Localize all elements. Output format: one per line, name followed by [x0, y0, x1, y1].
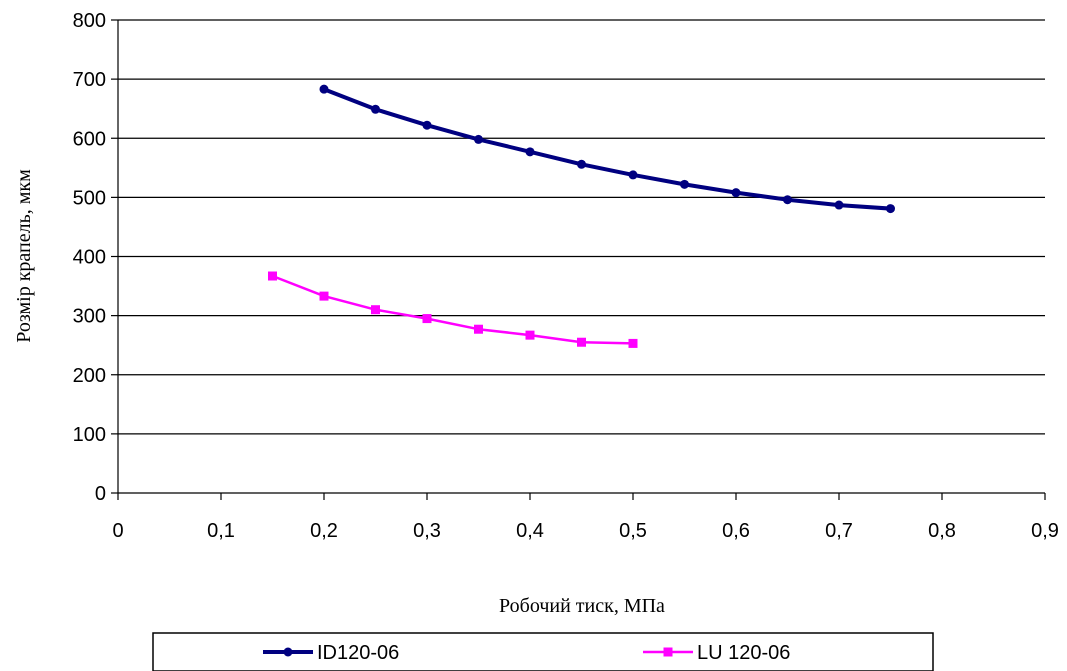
legend: ID120-06 LU 120-06	[152, 632, 934, 671]
x-tick-label-5: 0,5	[619, 520, 647, 542]
series-0-point-10	[834, 200, 844, 210]
y-axis-title: Розмір крапель, мкм	[13, 169, 35, 343]
series-0-point-3	[474, 134, 483, 144]
series-1-point-4	[474, 324, 483, 334]
series-group	[268, 84, 895, 348]
y-tick-label-3: 300	[73, 306, 106, 328]
x-tick-label-9: 0,9	[1031, 520, 1059, 542]
series-0-point-1	[371, 104, 380, 114]
y-tick-label-6: 600	[73, 128, 106, 150]
series-0-point-4	[525, 147, 535, 157]
y-tick-label-7: 700	[73, 69, 106, 91]
series-1-point-2	[371, 305, 380, 315]
x-tick-label-2: 0,2	[310, 520, 338, 542]
y-tick-label-4: 400	[73, 247, 106, 269]
series-1-point-5	[525, 330, 535, 340]
legend-marker-0	[283, 647, 293, 657]
series-0-point-8	[731, 188, 741, 198]
y-tick-label-1: 100	[73, 424, 106, 446]
y-tick-label-2: 200	[73, 365, 106, 387]
x-tick-label-4: 0,4	[516, 520, 544, 542]
series-0-point-6	[628, 170, 638, 180]
gridlines	[118, 19, 1045, 435]
series-1-point-6	[577, 337, 586, 347]
series-0-point-7	[680, 179, 689, 189]
series-1-point-7	[628, 338, 638, 348]
axes: 0 100 200 300 400 500 600 700 800 0 0,1 0,2 0,3 0,4 0,…	[73, 10, 1059, 542]
series-0-point-2	[422, 120, 432, 130]
series-0-point-0	[319, 84, 329, 94]
x-tick-label-7: 0,7	[825, 520, 853, 542]
series-0-point-5	[577, 159, 586, 169]
legend-label-0: ID120-06	[317, 642, 399, 664]
y-tick-label-0: 0	[95, 483, 106, 505]
x-tick-label-1: 0,1	[207, 520, 235, 542]
y-tick-label-5: 500	[73, 187, 106, 209]
legend-marker-1	[663, 647, 673, 657]
series-line-0	[323, 87, 891, 211]
y-tick-label-8: 800	[73, 10, 106, 32]
series-0-point-11	[886, 204, 895, 214]
series-line-1	[272, 274, 634, 345]
x-axis-title: Робочий тиск, МПа	[499, 595, 665, 617]
x-tick-label-0: 0	[112, 520, 123, 542]
series-1-point-0	[268, 271, 277, 281]
series-1-point-1	[319, 291, 329, 301]
series-0-point-9	[783, 195, 792, 205]
series-1-point-3	[422, 314, 432, 324]
legend-label-1: LU 120-06	[697, 642, 790, 664]
x-tick-label-8: 0,8	[928, 520, 956, 542]
x-tick-label-3: 0,3	[413, 520, 441, 542]
x-tick-label-6: 0,6	[722, 520, 750, 542]
